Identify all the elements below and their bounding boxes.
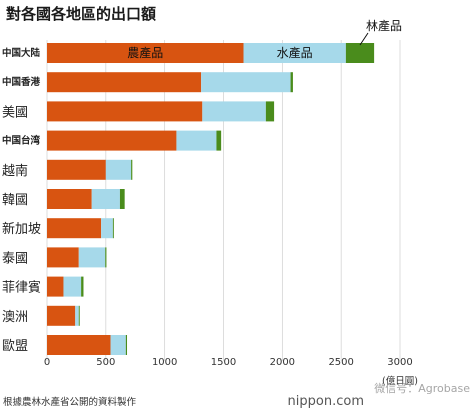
bar-segment	[81, 276, 84, 297]
bar-segment	[75, 305, 79, 326]
bar-segment	[105, 159, 132, 180]
bar-segment	[201, 72, 291, 93]
legend-labels: 農產品 水產品 林產品	[127, 18, 402, 60]
bar-segment	[47, 276, 64, 297]
bar-segment	[176, 130, 217, 151]
category-label: 菲律賓	[2, 280, 41, 296]
x-tick-label: 500	[96, 357, 115, 368]
legend-aqua: 水產品	[277, 45, 313, 60]
bar-segment	[345, 43, 375, 63]
legend-forest: 林產品	[366, 18, 402, 33]
category-label: 韓國	[2, 193, 28, 208]
bar-segment	[47, 335, 111, 355]
bar-segment	[78, 247, 106, 268]
bar-segment	[265, 101, 275, 122]
x-tick-label: 2500	[328, 357, 353, 368]
bar-segment	[290, 72, 293, 93]
x-axis-ticks: 0 500 1000 1500 2000 2500 3000	[44, 357, 413, 368]
bar-segment	[119, 189, 125, 209]
category-label: 澳洲	[2, 309, 28, 325]
bar-segment	[78, 305, 80, 326]
x-tick-label: 1000	[152, 357, 177, 368]
bar-segment	[202, 101, 266, 122]
watermark: 微信号：Agrobase	[374, 381, 470, 395]
bar-segment	[47, 43, 244, 63]
bar-segment	[47, 218, 102, 239]
bar-segment	[47, 130, 177, 151]
x-tick-label: 0	[44, 357, 50, 368]
bar-segment	[216, 130, 222, 151]
bar-segment	[47, 305, 76, 326]
brand-logo: nippon.com	[288, 394, 364, 409]
bar-segment	[91, 189, 120, 209]
bar-segment	[47, 189, 92, 209]
bar-segment	[131, 159, 133, 180]
bar-segment	[47, 101, 203, 122]
x-tick-label: 1500	[211, 357, 236, 368]
bar-segment	[110, 335, 126, 355]
category-label: 中国大陆	[2, 47, 41, 59]
bar-segment	[105, 247, 107, 268]
gridlines	[46, 40, 401, 361]
bar-segment	[63, 276, 82, 297]
x-tick-label: 3000	[387, 357, 412, 368]
category-label: 越南	[2, 163, 28, 179]
category-label: 中国香港	[2, 76, 41, 88]
category-label: 中国台湾	[2, 135, 41, 147]
legend-agri: 農產品	[127, 45, 163, 60]
category-label: 歐盟	[2, 339, 28, 354]
bar-segment	[47, 247, 79, 268]
category-label: 泰國	[2, 251, 28, 266]
bar-segment	[112, 218, 114, 239]
unit-label: (億日圓)	[382, 375, 418, 387]
category-label: 新加坡	[2, 221, 41, 237]
chart-title: 對各國各地區的出口額	[6, 5, 156, 23]
category-label: 美國	[2, 105, 28, 120]
bar-segment	[47, 159, 106, 180]
bar-segment	[243, 43, 346, 63]
bar-segment	[47, 72, 202, 93]
bars	[47, 43, 375, 355]
x-tick-label: 2000	[270, 357, 295, 368]
source-note: 根據農林水產省公開的資料製作	[3, 396, 137, 408]
legend-leader-line	[359, 32, 369, 46]
bar-segment	[125, 335, 128, 355]
bar-segment	[101, 218, 113, 239]
